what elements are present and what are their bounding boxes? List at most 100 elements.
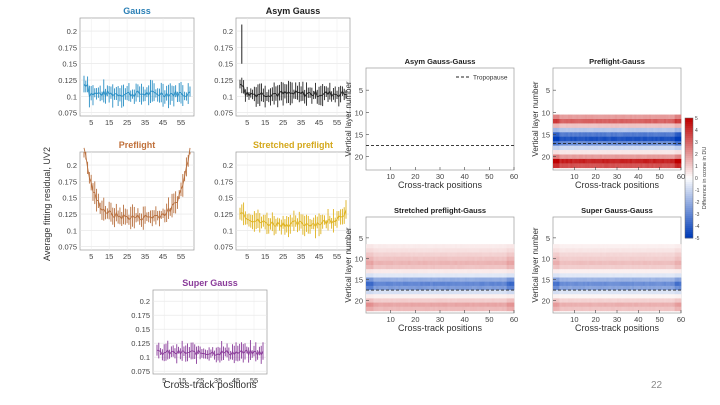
heatmap-cell bbox=[638, 248, 641, 253]
heatmap-cell bbox=[625, 277, 628, 282]
heatmap-cell bbox=[417, 306, 421, 312]
x-tick-label: 30 bbox=[436, 172, 444, 181]
heatmap-cell bbox=[621, 252, 624, 257]
heatmap-cell bbox=[563, 163, 567, 169]
heatmap-cell bbox=[634, 114, 637, 120]
heatmap-cell bbox=[676, 285, 680, 291]
heatmap-cell bbox=[565, 136, 569, 142]
heatmap-cell bbox=[457, 273, 461, 278]
heatmap-cell bbox=[646, 269, 650, 274]
heatmap-cell bbox=[559, 114, 562, 120]
heatmap-cell bbox=[587, 265, 590, 270]
heatmap-cell bbox=[604, 290, 607, 295]
heatmap-cell bbox=[612, 269, 616, 274]
x-tick-label: 40 bbox=[634, 315, 642, 324]
y-axis-label: Vertical layer number bbox=[531, 81, 540, 156]
heatmap-cell bbox=[666, 123, 669, 129]
heatmap-cell bbox=[625, 269, 628, 274]
colorbar-cell bbox=[685, 124, 693, 127]
heatmap-cell bbox=[553, 248, 556, 253]
heatmap-cell bbox=[375, 273, 379, 278]
heatmap-cell bbox=[504, 302, 507, 308]
heatmap-cell bbox=[375, 260, 379, 266]
heatmap-cell bbox=[576, 114, 579, 120]
heatmap-cell bbox=[612, 244, 616, 249]
heatmap-cell bbox=[557, 123, 560, 129]
heatmap-cell bbox=[676, 290, 680, 295]
heatmap-cell bbox=[444, 290, 448, 295]
heatmap-cell bbox=[599, 119, 603, 124]
heatmap-cell bbox=[403, 302, 406, 308]
heatmap-cell bbox=[442, 273, 446, 278]
heatmap-cell bbox=[452, 298, 456, 303]
heatmap-cell bbox=[417, 290, 421, 295]
colorbar-cell bbox=[685, 202, 693, 205]
heatmap-cell bbox=[651, 119, 654, 124]
chart-title: Asym Gauss-Gauss bbox=[405, 57, 476, 66]
heatmap-cell bbox=[663, 302, 667, 308]
heatmap-cell bbox=[472, 273, 475, 278]
heatmap-cell bbox=[462, 302, 465, 308]
heatmap-cell bbox=[511, 265, 515, 270]
heatmap-cell bbox=[412, 302, 416, 308]
y-tick-label: 0.15 bbox=[218, 194, 233, 203]
heatmap-cell bbox=[657, 285, 660, 291]
heatmap-cell bbox=[388, 306, 391, 312]
heatmap-cell bbox=[599, 269, 603, 274]
heatmap-cell bbox=[595, 132, 599, 138]
x-tick-label: 20 bbox=[591, 315, 599, 324]
heatmap-cell bbox=[602, 244, 605, 249]
heatmap-cell bbox=[629, 273, 633, 278]
heatmap-cell bbox=[452, 306, 456, 312]
heatmap-cell bbox=[561, 163, 564, 169]
heatmap-cell bbox=[561, 248, 564, 253]
heatmap-cell bbox=[576, 269, 579, 274]
heatmap-cell bbox=[593, 123, 596, 129]
heatmap-cell bbox=[661, 123, 665, 129]
heatmap-cell bbox=[636, 163, 639, 169]
heatmap-cell bbox=[580, 248, 584, 253]
heatmap-cell bbox=[407, 252, 411, 257]
heatmap-cell bbox=[591, 252, 594, 257]
heatmap-cell bbox=[578, 285, 582, 291]
heatmap-cell bbox=[567, 252, 571, 257]
heatmap-cell bbox=[574, 123, 577, 129]
heatmap-cell bbox=[591, 141, 594, 146]
heatmap-cell bbox=[467, 273, 470, 278]
heatmap-cell bbox=[410, 256, 414, 262]
heatmap-cell bbox=[385, 298, 389, 303]
heatmap-cell bbox=[499, 302, 502, 308]
heatmap-cell bbox=[491, 248, 495, 253]
heatmap-cell bbox=[646, 298, 650, 303]
heatmap-cell bbox=[595, 306, 599, 312]
heatmap-cell bbox=[587, 132, 590, 138]
heatmap-cell bbox=[395, 265, 399, 270]
y-axis-label: Vertical layer number bbox=[531, 227, 540, 302]
heatmap-cell bbox=[494, 306, 498, 312]
heatmap-cell bbox=[612, 132, 616, 138]
heatmap-cell bbox=[642, 154, 646, 160]
heatmap-cell bbox=[661, 302, 665, 308]
heatmap-cell bbox=[614, 290, 618, 295]
heatmap-cell bbox=[449, 244, 453, 249]
heatmap-cell bbox=[623, 119, 626, 124]
heatmap-cell bbox=[589, 306, 592, 312]
heatmap-cell bbox=[559, 244, 562, 249]
heatmap-cell bbox=[649, 127, 652, 133]
heatmap-cell bbox=[651, 141, 654, 146]
heatmap-cell bbox=[640, 114, 643, 120]
heatmap-cell bbox=[606, 265, 609, 270]
heatmap-cell bbox=[437, 277, 441, 282]
heatmap-cell bbox=[472, 302, 475, 308]
heatmap-cell bbox=[580, 158, 584, 164]
heatmap-cell bbox=[670, 127, 673, 133]
heatmap-cell bbox=[589, 244, 592, 249]
heatmap-cell bbox=[674, 158, 678, 164]
heatmap-cell bbox=[663, 163, 667, 169]
heatmap-cell bbox=[631, 127, 635, 133]
heatmap-cell bbox=[653, 244, 656, 249]
heatmap-cell bbox=[559, 294, 562, 299]
heatmap-cell bbox=[481, 256, 485, 262]
heatmap-cell bbox=[430, 290, 433, 295]
heatmap-cell bbox=[405, 260, 409, 266]
